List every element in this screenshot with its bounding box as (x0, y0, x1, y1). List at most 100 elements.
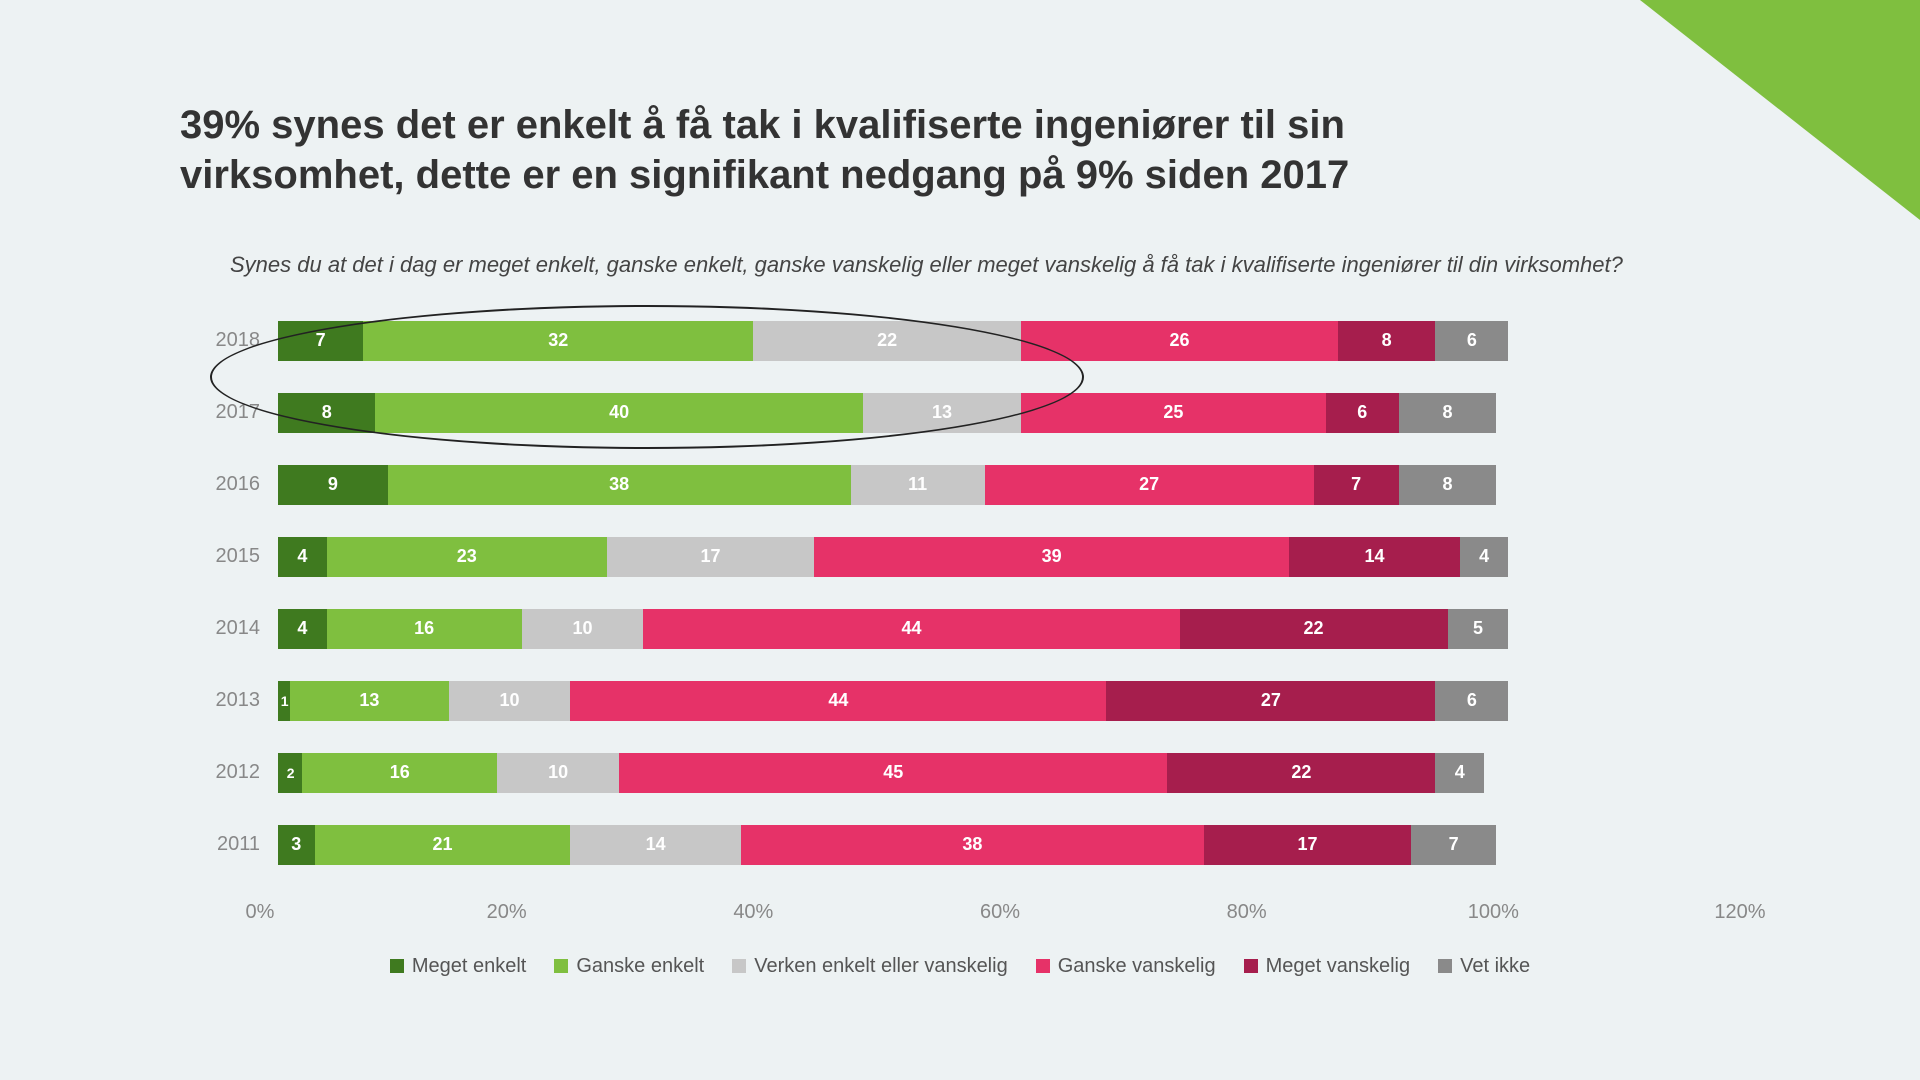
chart-row: 2016938112778 (180, 465, 1740, 505)
chart: 2018732222686201784013256820169381127782… (180, 321, 1740, 978)
year-label: 2017 (180, 401, 278, 424)
bar-segment: 17 (1204, 825, 1411, 865)
stacked-bar: 3211438177 (278, 825, 1740, 865)
legend-swatch (732, 959, 746, 973)
bar-segment: 44 (570, 681, 1106, 721)
stacked-bar: 2161045224 (278, 753, 1740, 793)
bar-segment: 4 (1435, 753, 1484, 793)
legend-item: Ganske enkelt (554, 955, 704, 978)
bar-segment: 8 (278, 393, 375, 433)
legend-item: Ganske vanskelig (1036, 955, 1216, 978)
corner-triangle-decor (1640, 0, 1920, 220)
bar-segment: 25 (1021, 393, 1326, 433)
x-axis: 0%20%40%60%80%100%120% (260, 897, 1740, 927)
bar-segment: 10 (522, 609, 644, 649)
bar-segment: 7 (1314, 465, 1399, 505)
chart-row: 20131131044276 (180, 681, 1740, 721)
bar-segment: 5 (1448, 609, 1509, 649)
chart-row: 20144161044225 (180, 609, 1740, 649)
bar-segment: 27 (1106, 681, 1435, 721)
bar-segment: 10 (497, 753, 619, 793)
x-tick: 40% (733, 901, 773, 924)
bar-segment: 32 (363, 321, 753, 361)
plot-area: 1131044276 (278, 681, 1740, 721)
bar-segment: 44 (643, 609, 1179, 649)
bar-segment: 6 (1435, 321, 1508, 361)
bar-segment: 4 (278, 609, 327, 649)
legend-item: Vet ikke (1438, 955, 1530, 978)
legend-swatch (1036, 959, 1050, 973)
legend-item: Meget enkelt (390, 955, 527, 978)
stacked-bar: 732222686 (278, 321, 1740, 361)
bar-segment: 14 (1289, 537, 1460, 577)
chart-row: 20113211438177 (180, 825, 1740, 865)
bar-segment: 22 (1180, 609, 1448, 649)
year-label: 2012 (180, 761, 278, 784)
stacked-bar: 1131044276 (278, 681, 1740, 721)
legend-swatch (554, 959, 568, 973)
x-tick: 80% (1227, 901, 1267, 924)
bar-segment: 4 (278, 537, 327, 577)
bar-segment: 1 (278, 681, 290, 721)
year-label: 2011 (180, 833, 278, 856)
stacked-bar: 4161044225 (278, 609, 1740, 649)
legend-label: Ganske enkelt (576, 955, 704, 978)
bar-segment: 8 (1338, 321, 1435, 361)
stacked-bar: 840132568 (278, 393, 1740, 433)
legend-item: Meget vanskelig (1244, 955, 1411, 978)
legend-label: Meget enkelt (412, 955, 527, 978)
plot-area: 4231739144 (278, 537, 1740, 577)
bar-segment: 10 (449, 681, 571, 721)
x-tick: 120% (1714, 901, 1765, 924)
bar-segment: 26 (1021, 321, 1338, 361)
bar-segment: 2 (278, 753, 302, 793)
chart-row: 20154231739144 (180, 537, 1740, 577)
legend: Meget enkelt Ganske enkelt Verken enkelt e… (180, 955, 1740, 978)
bar-segment: 7 (1411, 825, 1496, 865)
bar-segment: 11 (851, 465, 985, 505)
slide: 39% synes det er enkelt å få tak i kvali… (0, 0, 1920, 1038)
legend-item: Verken enkelt eller vanskelig (732, 955, 1007, 978)
legend-swatch (390, 959, 404, 973)
bar-segment: 17 (607, 537, 814, 577)
bar-segment: 27 (985, 465, 1314, 505)
bar-segment: 13 (863, 393, 1021, 433)
bar-segment: 22 (1167, 753, 1435, 793)
bar-segment: 22 (753, 321, 1021, 361)
bar-segment: 40 (375, 393, 862, 433)
chart-row: 2018732222686 (180, 321, 1740, 361)
bar-segment: 39 (814, 537, 1289, 577)
bar-segment: 7 (278, 321, 363, 361)
legend-swatch (1438, 959, 1452, 973)
bar-segment: 6 (1435, 681, 1508, 721)
x-tick: 60% (980, 901, 1020, 924)
year-label: 2016 (180, 473, 278, 496)
stacked-bar: 4231739144 (278, 537, 1740, 577)
year-label: 2013 (180, 689, 278, 712)
bar-segment: 4 (1460, 537, 1509, 577)
legend-label: Vet ikke (1460, 955, 1530, 978)
bar-segment: 16 (302, 753, 497, 793)
plot-area: 2161045224 (278, 753, 1740, 793)
bar-segment: 14 (570, 825, 741, 865)
bar-segment: 8 (1399, 393, 1496, 433)
x-tick: 20% (487, 901, 527, 924)
bar-segment: 23 (327, 537, 607, 577)
bar-segment: 3 (278, 825, 315, 865)
chart-row: 2017840132568 (180, 393, 1740, 433)
year-label: 2018 (180, 329, 278, 352)
stacked-bar: 938112778 (278, 465, 1740, 505)
legend-label: Meget vanskelig (1266, 955, 1411, 978)
x-tick: 100% (1468, 901, 1519, 924)
bar-segment: 6 (1326, 393, 1399, 433)
survey-question: Synes du at det i dag er meget enkelt, g… (230, 250, 1730, 281)
bar-segment: 38 (741, 825, 1204, 865)
x-tick: 0% (246, 901, 275, 924)
bar-segment: 16 (327, 609, 522, 649)
year-label: 2015 (180, 545, 278, 568)
chart-row: 20122161045224 (180, 753, 1740, 793)
plot-area: 4161044225 (278, 609, 1740, 649)
bar-segment: 9 (278, 465, 388, 505)
legend-label: Verken enkelt eller vanskelig (754, 955, 1007, 978)
year-label: 2014 (180, 617, 278, 640)
